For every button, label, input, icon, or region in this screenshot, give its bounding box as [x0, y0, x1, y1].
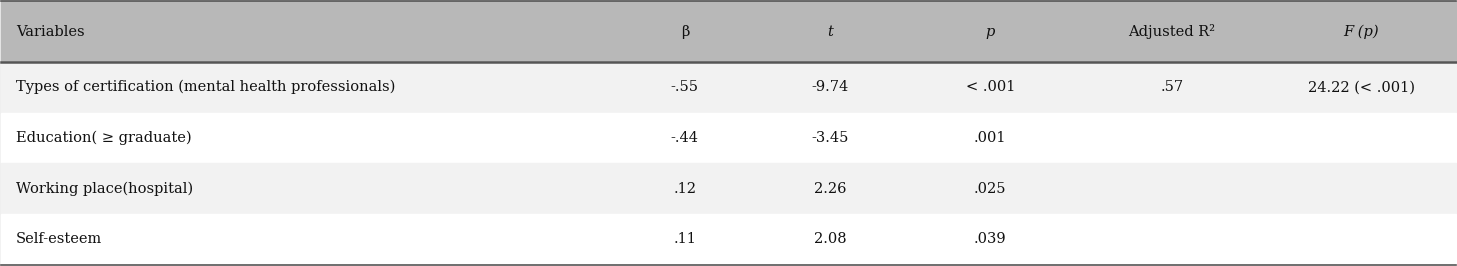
Bar — [1, 62, 1456, 113]
Bar — [1, 1, 1456, 62]
Text: 24.22 (< .001): 24.22 (< .001) — [1307, 80, 1415, 94]
Text: .001: .001 — [975, 131, 1007, 145]
Text: .025: .025 — [975, 182, 1007, 196]
Text: β: β — [680, 25, 689, 39]
Text: Education( ≥ graduate): Education( ≥ graduate) — [16, 131, 191, 145]
Text: Variables: Variables — [16, 25, 85, 39]
Text: < .001: < .001 — [966, 80, 1016, 94]
Text: 2.26: 2.26 — [814, 182, 847, 196]
Text: Self-esteem: Self-esteem — [16, 232, 102, 246]
Text: -.55: -.55 — [670, 80, 699, 94]
Text: -9.74: -9.74 — [812, 80, 849, 94]
Text: p: p — [985, 25, 995, 39]
Text: .11: .11 — [673, 232, 696, 246]
Text: -.44: -.44 — [670, 131, 699, 145]
Text: .12: .12 — [673, 182, 696, 196]
Text: .57: .57 — [1160, 80, 1183, 94]
Text: .039: .039 — [973, 232, 1007, 246]
Text: -3.45: -3.45 — [812, 131, 849, 145]
Text: Types of certification (mental health professionals): Types of certification (mental health pr… — [16, 80, 395, 94]
Text: F (p): F (p) — [1343, 24, 1378, 39]
Text: 2.08: 2.08 — [814, 232, 847, 246]
Text: Working place(hospital): Working place(hospital) — [16, 181, 194, 196]
Bar — [1, 214, 1456, 265]
Text: t: t — [828, 25, 833, 39]
Bar — [1, 113, 1456, 163]
Text: Adjusted R²: Adjusted R² — [1129, 24, 1215, 39]
Bar — [1, 163, 1456, 214]
